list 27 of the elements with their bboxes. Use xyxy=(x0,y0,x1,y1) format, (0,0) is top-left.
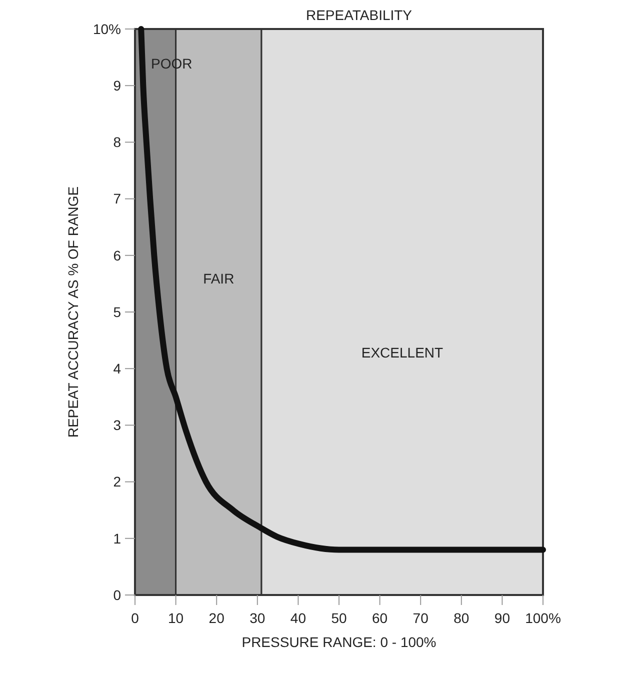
x-tick-label: 80 xyxy=(454,610,470,626)
x-tick-label: 90 xyxy=(494,610,510,626)
x-tick-label: 30 xyxy=(250,610,266,626)
y-tick-label: 1 xyxy=(113,530,122,546)
y-tick-label: 3 xyxy=(113,417,122,434)
chart-title: REPEATABILITY xyxy=(306,7,413,23)
y-tick-label: 2 xyxy=(113,474,122,490)
x-tick-label: 10 xyxy=(168,610,184,626)
y-tick-label: 4 xyxy=(113,360,122,376)
x-tick-label: 20 xyxy=(208,610,225,626)
x-tick-label: 60 xyxy=(372,610,388,626)
y-tick-label: 9 xyxy=(113,78,122,94)
y-tick-label: 8 xyxy=(113,134,122,150)
y-axis-title: REPEAT ACCURACY AS % OF RANGE xyxy=(65,186,81,438)
band-label: EXCELLENT xyxy=(361,344,444,360)
x-tick-label: 0 xyxy=(131,610,140,626)
y-tick-label: 7 xyxy=(113,190,122,207)
x-tick-label: 70 xyxy=(412,610,429,626)
x-tick-label: 40 xyxy=(290,610,306,626)
x-tick-label: 50 xyxy=(331,610,347,626)
y-tick-label: 10% xyxy=(92,20,121,37)
y-tick-label: 5 xyxy=(113,304,122,320)
x-tick-label: 100% xyxy=(525,610,561,626)
y-tick-label: 6 xyxy=(113,247,122,264)
x-axis-title: PRESSURE RANGE: 0 - 100% xyxy=(242,634,436,650)
y-tick-label: 0 xyxy=(113,586,122,603)
band-label: FAIR xyxy=(203,270,234,287)
